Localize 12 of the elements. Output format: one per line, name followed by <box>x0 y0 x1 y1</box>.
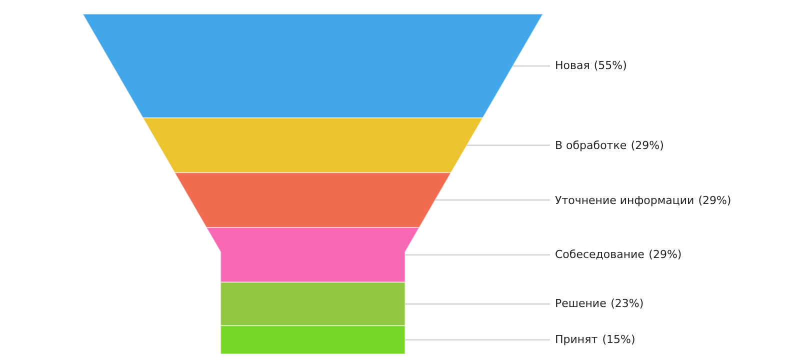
data-label: (29%) <box>698 194 732 207</box>
data-label: (15%) <box>602 333 636 346</box>
data-label: (29%) <box>648 248 682 261</box>
data-label: (29%) <box>630 139 664 152</box>
category-label: Принят <box>555 333 598 346</box>
category-label: Собеседование <box>555 248 645 261</box>
category-label: Решение <box>555 297 607 310</box>
data-label: (55%) <box>594 59 627 72</box>
category-label: Уточнение информации <box>555 194 694 207</box>
category-label: В обработке <box>555 139 627 152</box>
category-label: Новая <box>555 59 590 72</box>
data-label: (23%) <box>610 297 644 310</box>
